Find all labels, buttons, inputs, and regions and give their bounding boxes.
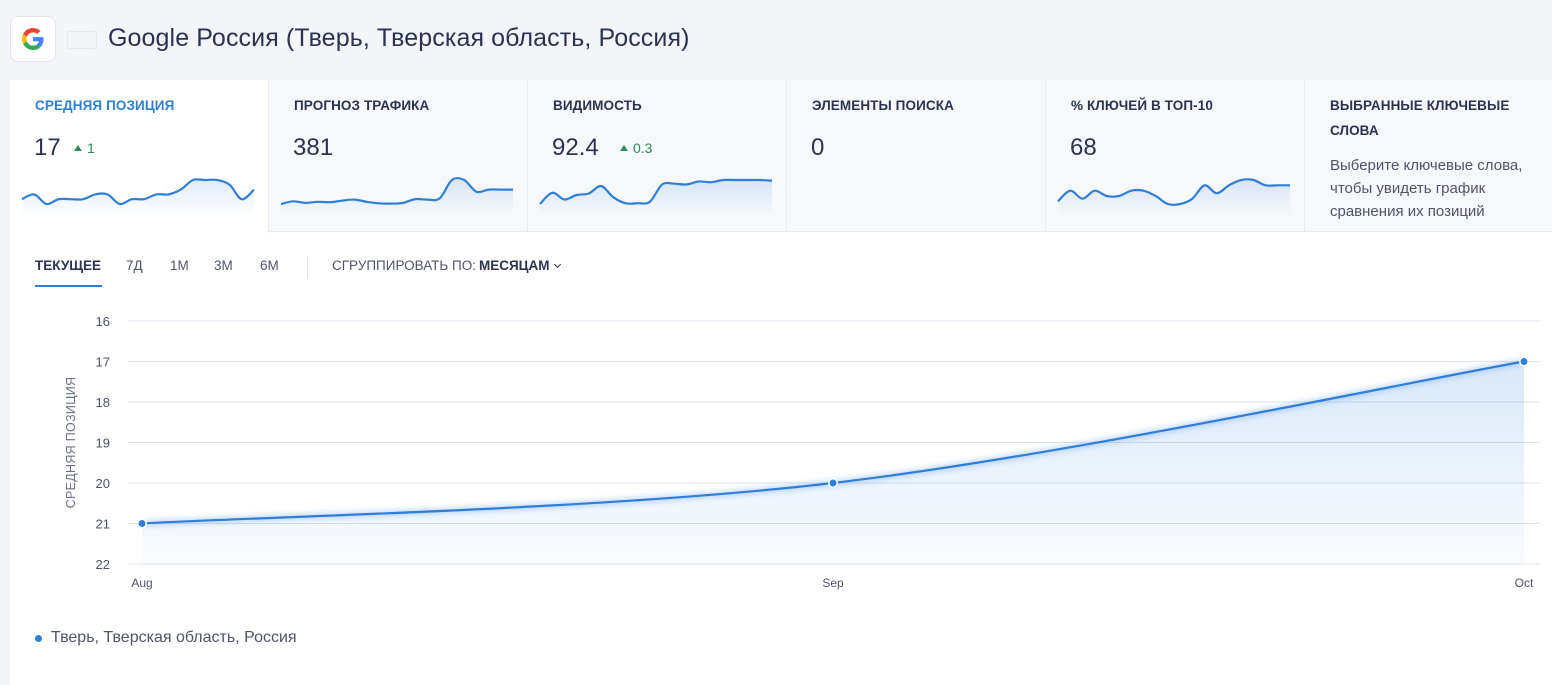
series-area [142,361,1524,564]
metric-cards: СРЕДНЯЯ ПОЗИЦИЯ 17 1 ПРОГНОЗ ТРАФИКА 381… [10,80,1552,233]
tab-current[interactable]: ТЕКУЩЕЕ [35,258,101,273]
chevron-down-icon [553,260,561,269]
header: Google Россия (Тверь, Тверская область, … [0,0,1552,80]
flag-stripe-red [68,43,96,48]
metric-value: 17 [34,134,61,161]
search-engine-button[interactable] [10,16,56,62]
metric-card-avg-position[interactable]: СРЕДНЯЯ ПОЗИЦИЯ 17 1 [10,80,269,233]
y-tick-label: 16 [96,314,110,329]
metric-card-serp-features[interactable]: ЭЛЕМЕНТЫ ПОИСКА 0 [787,80,1046,232]
sparkline-line [21,178,255,206]
y-tick-label: 20 [96,476,110,491]
arrow-up-icon [74,145,82,151]
metric-card-traffic-forecast[interactable]: ПРОГНОЗ ТРАФИКА 381 [269,80,528,232]
sparkline-area [1058,179,1290,216]
sparkline-line [539,178,773,205]
main-panel: СРЕДНЯЯ ПОЗИЦИЯ 17 1 ПРОГНОЗ ТРАФИКА 381… [10,80,1552,685]
metric-note: Выберите ключевые слова, чтобы увидеть г… [1330,157,1523,220]
x-tick-label: Sep [822,576,844,590]
sparkline [1057,178,1290,216]
page-title: Google Россия (Тверь, Тверская область, … [108,24,690,52]
legend-dot-icon [35,634,42,642]
metric-label: ВЫБРАННЫЕ КЛЮЧЕВЫЕ СЛОВА [1330,98,1510,138]
metric-delta: 1 [74,140,95,156]
russia-flag-icon [68,32,96,48]
sparkline [280,176,513,216]
metric-label: ЭЛЕМЕНТЫ ПОИСКА [812,98,954,113]
tab-6m[interactable]: 6М [260,258,279,273]
y-tick-label: 17 [96,355,110,370]
group-by-label: СГРУППИРОВАТЬ ПО: [332,258,476,273]
x-tick-label: Aug [131,576,152,590]
metric-value: 92.4 [552,134,599,161]
metric-label: СРЕДНЯЯ ПОЗИЦИЯ [35,98,175,113]
metric-value: 68 [1070,134,1097,161]
sparkline-area [22,179,254,216]
metric-card-selected-keywords[interactable]: ВЫБРАННЫЕ КЛЮЧЕВЫЕ СЛОВА Выберите ключев… [1305,80,1552,232]
sparkline [21,178,255,216]
metric-value: 0 [811,134,825,161]
y-tick-label: 22 [96,557,110,572]
sparkline-area [540,179,772,216]
metric-value: 381 [293,134,334,161]
group-by-value: МЕСЯЦАМ [478,258,550,273]
metric-label: ВИДИМОСТЬ [553,98,642,113]
metric-card-top10-share[interactable]: % КЛЮЧЕЙ В ТОП-10 68 [1046,80,1305,232]
google-g-icon [22,28,44,50]
tab-1m[interactable]: 1М [170,258,189,273]
y-axis-label: СРЕДНЯЯ ПОЗИЦИЯ [64,377,78,509]
metric-label: % КЛЮЧЕЙ В ТОП-10 [1071,98,1213,113]
position-chart: 16 17 18 19 20 21 22 Aug Sep Oct СРЕДНЯЯ ПОЗИЦИЯ [64,314,1540,590]
metric-delta: 0.3 [620,140,652,156]
chart-legend[interactable]: Тверь, Тверская область, Россия [35,629,297,647]
tab-3m[interactable]: 3М [214,258,233,273]
metric-card-visibility[interactable]: ВИДИМОСТЬ 92.4 0.3 [528,80,787,232]
y-tick-label: 19 [96,436,110,451]
tab-7d[interactable]: 7Д [126,258,143,273]
sparkline-line [1057,178,1290,206]
x-tick-label: Oct [1515,576,1534,590]
data-point[interactable] [828,478,838,488]
y-tick-label: 18 [96,395,110,410]
period-tabs: ТЕКУЩЕЕ 7Д 1М 3М 6М СГРУППИРОВАТЬ ПО: МЕС… [35,256,735,288]
arrow-up-icon [620,145,628,151]
sparkline [539,178,773,216]
sparkline-line [280,176,513,206]
legend-label: Тверь, Тверская область, Россия [51,629,297,646]
active-tab-indicator [35,285,102,287]
group-by-dropdown[interactable]: СГРУППИРОВАТЬ ПО: МЕСЯЦАМ [332,258,561,273]
metric-label: ПРОГНОЗ ТРАФИКА [294,98,430,113]
divider [307,256,308,278]
data-point[interactable] [137,518,147,529]
sparkline-area [281,178,513,216]
y-tick-label: 21 [96,517,110,532]
data-point[interactable] [1519,356,1529,367]
